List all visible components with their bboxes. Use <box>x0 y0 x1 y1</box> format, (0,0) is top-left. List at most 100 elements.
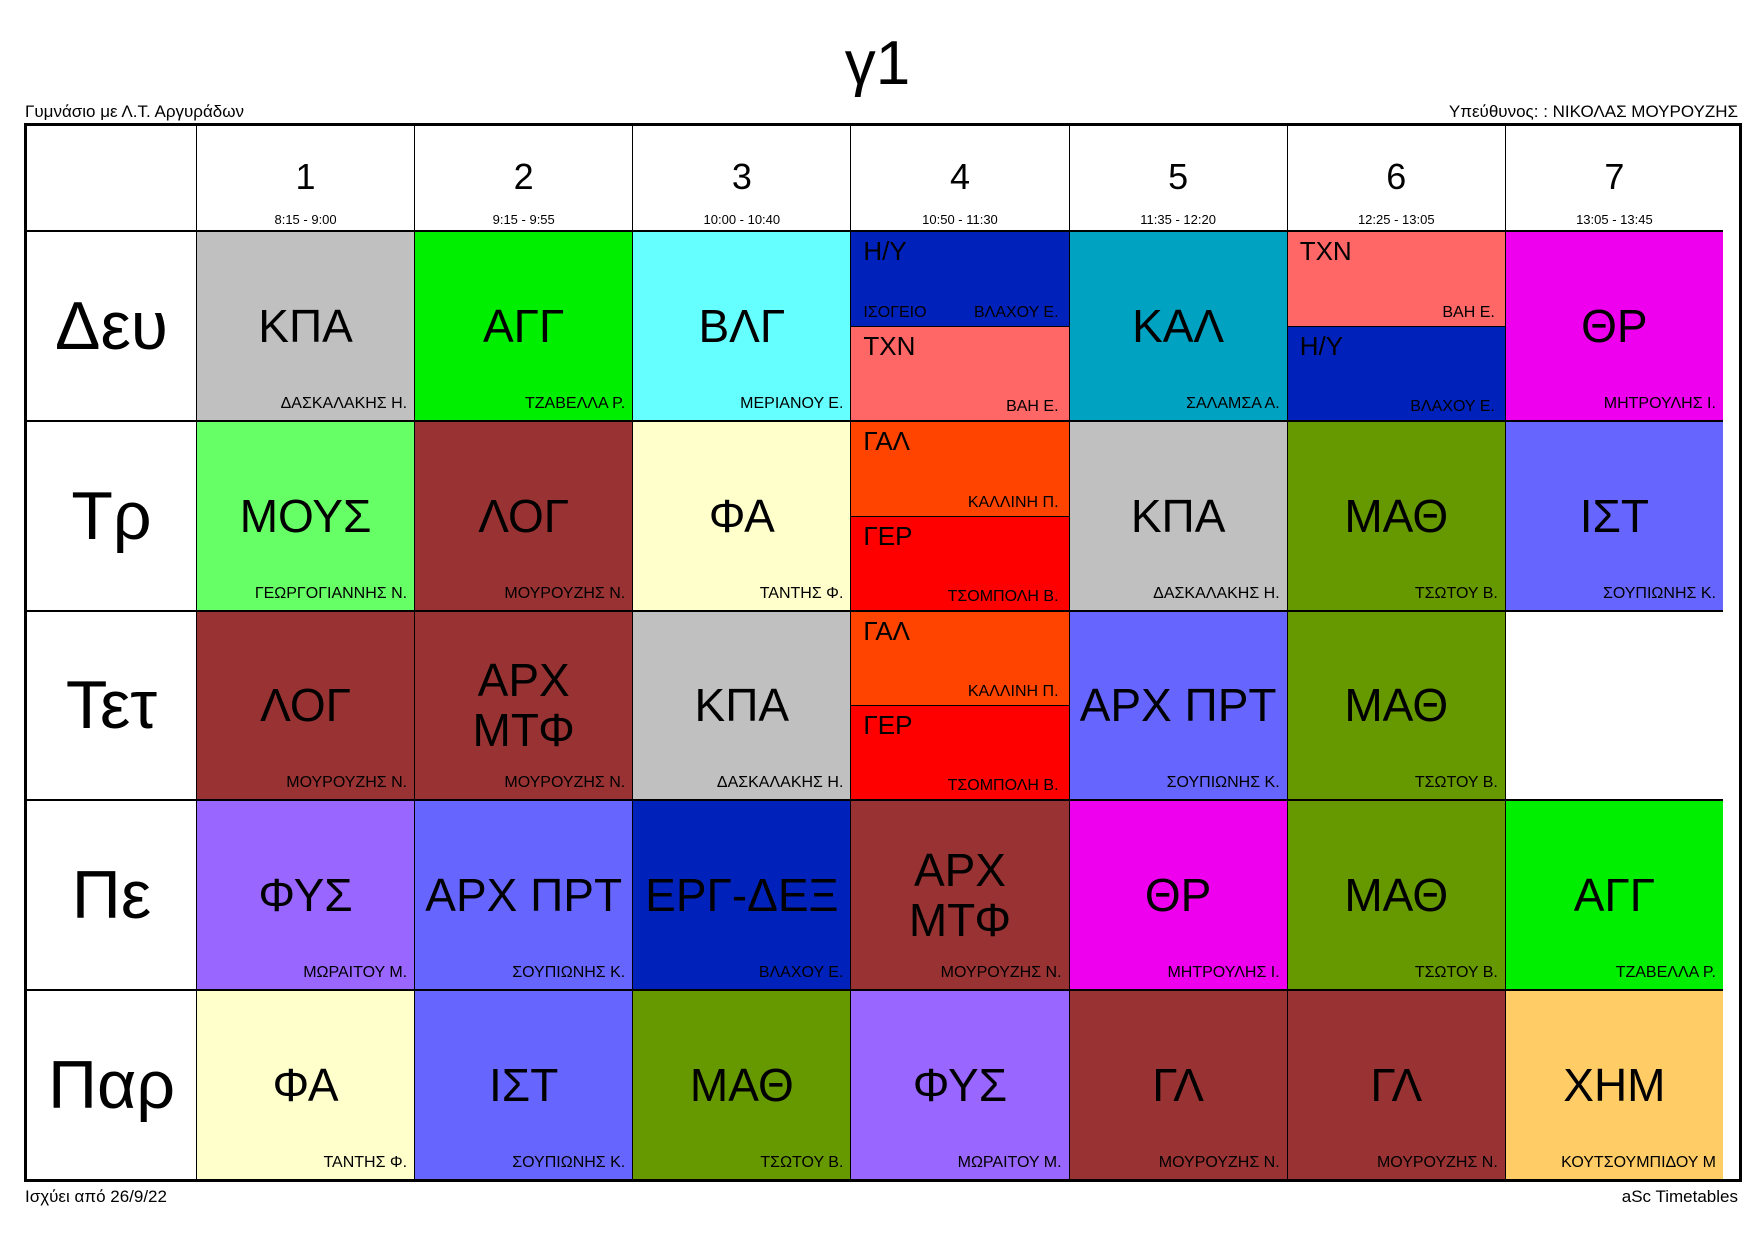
lesson-subject: ΜΑΘ <box>1344 489 1449 542</box>
lesson-subject: ΓΑΛ <box>863 615 911 646</box>
lesson-teacher: ΜΕΡΙΑΝΟΥ Ε. <box>740 394 844 412</box>
lesson-teacher: ΚΟΥΤΣΟΥΜΠΙΔΟΥ Μ <box>1561 1153 1716 1171</box>
lesson-subject: ΚΠΑ <box>1130 489 1226 542</box>
period-header: 7 13:05 - 13:45 <box>1504 126 1723 230</box>
day-label-cell: Δευ <box>27 230 196 420</box>
lesson-cell[interactable]: ΓΛ ΜΟΥΡΟΥΖΗΣ Ν. <box>1068 989 1287 1179</box>
period-header: 5 11:35 - 12:20 <box>1068 126 1287 230</box>
lesson-teacher: ΣΑΛΑΜΣΑ Α. <box>1186 394 1280 412</box>
lesson-cell[interactable]: ΑΡΧ ΜΤΦ ΜΟΥΡΟΥΖΗΣ Ν. <box>414 609 633 800</box>
split-lesson[interactable]: ΓΑΛ ΚΑΛΛΙΝΗ Π. <box>851 421 1069 516</box>
split-lesson[interactable]: ΓΕΡ ΤΣΟΜΠΟΛΗ Β. <box>851 705 1069 800</box>
period-header: 6 12:25 - 13:05 <box>1286 126 1505 230</box>
lesson-cell[interactable]: ΦΑ ΤΑΝΤΗΣ Φ. <box>196 989 415 1179</box>
lesson-subject: ΧΗΜ <box>1563 1059 1666 1112</box>
period-time: 10:00 - 10:40 <box>703 212 781 227</box>
lesson-cell[interactable]: ΦΥΣ ΜΩΡΑΙΤΟΥ Μ. <box>196 799 415 990</box>
lesson-subject: ΛΟΓ <box>260 679 351 732</box>
lesson-cell[interactable]: ΘΡ ΜΗΤΡΟΥΛΗΣ Ι. <box>1504 230 1723 420</box>
lesson-cell[interactable]: ΚΠΑ ΔΑΣΚΑΛΑΚΗΣ Η. <box>632 609 851 800</box>
lesson-teacher: ΜΗΤΡΟΥΛΗΣ Ι. <box>1167 964 1280 982</box>
lesson-cell[interactable]: ΜΟΥΣ ΓΕΩΡΓΟΓΙΑΝΝΗΣ Ν. <box>196 419 415 610</box>
lesson-cell[interactable]: ΜΑΘ ΤΣΩΤΟΥ Β. <box>1286 609 1505 800</box>
lesson-cell[interactable]: ΘΡ ΜΗΤΡΟΥΛΗΣ Ι. <box>1068 799 1287 990</box>
lesson-cell[interactable]: ΚΠΑ ΔΑΣΚΑΛΑΚΗΣ Η. <box>1068 419 1287 610</box>
lesson-subject: ΦΥΣ <box>258 869 353 922</box>
lesson-cell[interactable]: ΓΛ ΜΟΥΡΟΥΖΗΣ Ν. <box>1286 989 1505 1179</box>
split-lesson[interactable]: ΤΧΝ ΒΑΗ Ε. <box>851 325 1069 420</box>
lesson-subject: ΓΕΡ <box>863 520 913 551</box>
school-name: Γυμνάσιο με Λ.Τ. Αργυράδων <box>25 102 245 121</box>
lesson-cell[interactable]: ΙΣΤ ΣΟΥΠΙΩΝΗΣ Κ. <box>414 989 633 1179</box>
lesson-teacher: ΤΣΩΤΟΥ Β. <box>1414 774 1498 792</box>
lesson-cell[interactable]: ΛΟΓ ΜΟΥΡΟΥΖΗΣ Ν. <box>414 419 633 610</box>
lesson-cell[interactable]: ΑΡΧ ΠΡΤ ΣΟΥΠΙΩΝΗΣ Κ. <box>1068 609 1287 800</box>
lesson-cell[interactable]: ΜΑΘ ΤΣΩΤΟΥ Β. <box>1286 799 1505 990</box>
lesson-teacher: ΜΟΥΡΟΥΖΗΣ Ν. <box>940 964 1062 982</box>
lesson-cell[interactable]: ΑΡΧ ΜΤΦ ΜΟΥΡΟΥΖΗΣ Ν. <box>850 799 1069 990</box>
lesson-teacher: ΜΟΥΡΟΥΖΗΣ Ν. <box>1376 1153 1498 1171</box>
lesson-teacher: ΣΟΥΠΙΩΝΗΣ Κ. <box>512 964 626 982</box>
lesson-subject: ΘΡ <box>1144 869 1212 922</box>
period-header: 2 9:15 - 9:55 <box>414 126 633 230</box>
lesson-subject: ΛΟΓ <box>478 489 570 542</box>
lesson-cell[interactable]: ΒΛΓ ΜΕΡΙΑΝΟΥ Ε. <box>632 230 851 420</box>
lesson-subject: ΑΓΓ <box>1573 869 1656 922</box>
lesson-cell[interactable]: ΦΥΣ ΜΩΡΑΙΤΟΥ Μ. <box>850 989 1069 1179</box>
lesson-cell[interactable]: ΚΑΛ ΣΑΛΑΜΣΑ Α. <box>1068 230 1287 420</box>
lesson-subject: Η/Υ <box>863 236 907 266</box>
split-lesson[interactable]: ΓΕΡ ΤΣΟΜΠΟΛΗ Β. <box>851 515 1069 610</box>
lesson-teacher: ΜΟΥΡΟΥΖΗΣ Ν. <box>1158 1153 1280 1171</box>
lesson-cell[interactable]: ΚΠΑ ΔΑΣΚΑΛΑΚΗΣ Η. <box>196 230 415 420</box>
period-header: 3 10:00 - 10:40 <box>632 126 851 230</box>
lesson-subject: ΓΛ <box>1370 1059 1423 1112</box>
lesson-teacher: ΤΣΩΤΟΥ Β. <box>1414 964 1498 982</box>
lesson-teacher: ΚΑΛΛΙΝΗ Π. <box>967 493 1059 511</box>
lesson-subject: ΑΡΧ ΠΡΤ <box>425 869 623 922</box>
lesson-cell[interactable]: ΜΑΘ ΤΣΩΤΟΥ Β. <box>1286 419 1505 610</box>
period-number: 2 <box>513 156 534 197</box>
lesson-subject: ΜΑΘ <box>689 1059 794 1112</box>
lesson-teacher: ΜΗΤΡΟΥΛΗΣ Ι. <box>1603 394 1716 412</box>
lesson-teacher: ΤΣΩΤΟΥ Β. <box>760 1153 844 1171</box>
lesson-cell[interactable]: ΤΧΝ ΒΑΗ Ε. Η/Υ ΒΛΑΧΟΥ Ε. <box>1286 230 1505 420</box>
lesson-teacher: ΒΛΑΧΟΥ Ε. <box>758 964 844 982</box>
lesson-cell[interactable]: ΕΡΓ-ΔΕΞ ΒΛΑΧΟΥ Ε. <box>632 799 851 990</box>
lesson-teacher: ΔΑΣΚΑΛΑΚΗΣ Η. <box>716 774 844 792</box>
period-number: 3 <box>731 156 752 197</box>
empty-lesson-cell[interactable] <box>1504 609 1723 800</box>
day-label-cell: Πε <box>27 799 196 990</box>
lesson-cell[interactable]: ΜΑΘ ΤΣΩΤΟΥ Β. <box>632 989 851 1179</box>
split-lesson[interactable]: Η/Υ ΒΛΑΧΟΥ Ε. <box>1287 325 1505 420</box>
lesson-teacher: ΒΑΗ Ε. <box>1442 303 1495 321</box>
lesson-cell[interactable]: Η/Υ ΙΣΟΓΕΙΟ ΒΛΑΧΟΥ Ε. ΤΧΝ ΒΑΗ Ε. <box>850 230 1069 420</box>
timetable-title: γ1 <box>844 29 911 98</box>
lesson-cell[interactable]: ΑΡΧ ΠΡΤ ΣΟΥΠΙΩΝΗΣ Κ. <box>414 799 633 990</box>
period-header: 1 8:15 - 9:00 <box>196 126 415 230</box>
lesson-cell[interactable]: ΧΗΜ ΚΟΥΤΣΟΥΜΠΙΔΟΥ Μ <box>1504 989 1723 1179</box>
period-header: 4 10:50 - 11:30 <box>850 126 1069 230</box>
lesson-subject: ΚΑΛ <box>1132 299 1225 352</box>
lesson-teacher: ΔΑΣΚΑΛΑΚΗΣ Η. <box>1153 584 1280 602</box>
lesson-subject: ΙΣΤ <box>489 1059 559 1112</box>
period-number: 5 <box>1168 156 1189 197</box>
split-lesson[interactable]: ΤΧΝ ΒΑΗ Ε. <box>1287 232 1505 326</box>
lesson-subject: ΤΧΝ <box>1299 236 1352 266</box>
split-lesson[interactable]: ΓΑΛ ΚΑΛΛΙΝΗ Π. <box>851 611 1069 706</box>
lesson-cell[interactable]: ΛΟΓ ΜΟΥΡΟΥΖΗΣ Ν. <box>196 609 415 800</box>
lesson-cell[interactable]: ΓΑΛ ΚΑΛΛΙΝΗ Π. ΓΕΡ ΤΣΟΜΠΟΛΗ Β. <box>850 419 1069 610</box>
period-time: 8:15 - 9:00 <box>274 212 337 227</box>
period-time: 11:35 - 12:20 <box>1140 212 1216 227</box>
lesson-subject: ΓΛ <box>1152 1059 1205 1112</box>
lesson-cell[interactable]: ΑΓΓ ΤΖΑΒΕΛΛΑ Ρ. <box>414 230 633 420</box>
period-number: 7 <box>1604 156 1625 197</box>
lesson-cell[interactable]: ΑΓΓ ΤΖΑΒΕΛΛΑ Ρ. <box>1504 799 1723 990</box>
lesson-cell[interactable]: ΙΣΤ ΣΟΥΠΙΩΝΗΣ Κ. <box>1504 419 1723 610</box>
lesson-cell[interactable]: ΓΑΛ ΚΑΛΛΙΝΗ Π. ΓΕΡ ΤΣΟΜΠΟΛΗ Β. <box>850 609 1069 800</box>
lesson-cell[interactable]: ΦΑ ΤΑΝΤΗΣ Φ. <box>632 419 851 610</box>
timetable-grid: 1 8:15 - 9:00 2 9:15 - 9:55 3 10:00 - 10:40 4 1… <box>24 123 1742 1182</box>
day-label-cell: Τετ <box>27 609 196 800</box>
lesson-subject: Η/Υ <box>1299 330 1344 361</box>
day-name: Τετ <box>65 667 158 744</box>
split-lesson[interactable]: Η/Υ ΙΣΟΓΕΙΟ ΒΛΑΧΟΥ Ε. <box>851 232 1069 326</box>
